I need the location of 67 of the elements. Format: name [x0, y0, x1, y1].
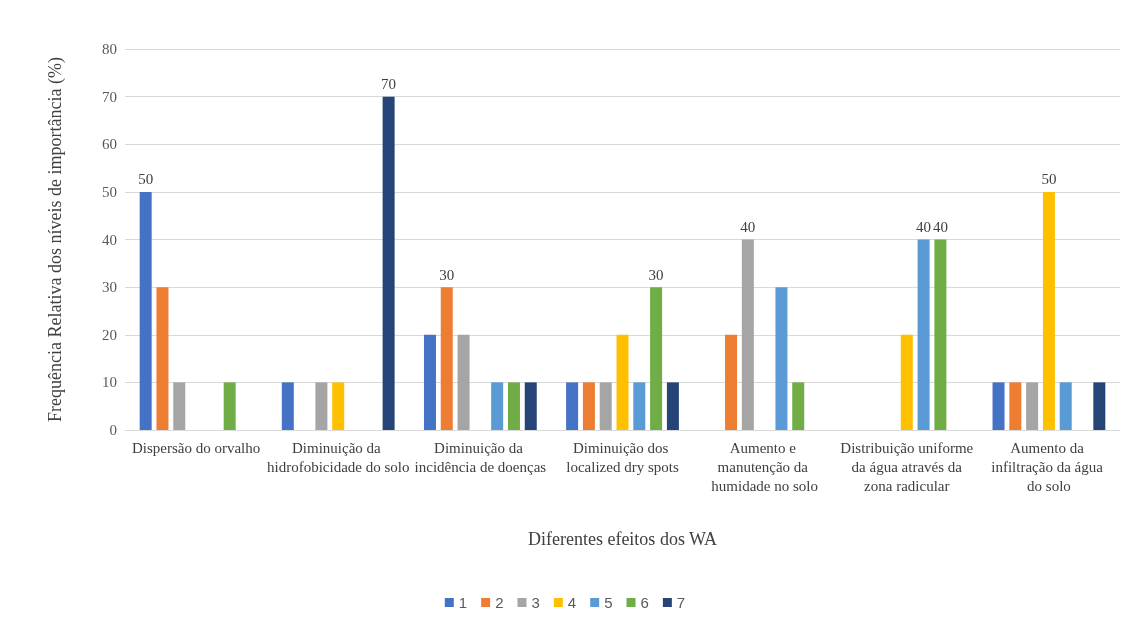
bar	[457, 334, 470, 430]
bar	[382, 96, 395, 430]
data-label: 40	[740, 219, 756, 235]
data-label: 30	[648, 266, 664, 283]
y-tick-label: 80	[102, 41, 117, 57]
y-tick-label: 10	[102, 374, 117, 391]
bar	[900, 334, 913, 430]
legend-label: 2	[495, 594, 504, 611]
x-tick-label: Aumento e manutenção da humidade no solo	[711, 439, 818, 494]
bar	[582, 382, 595, 430]
legend-label: 7	[676, 594, 686, 611]
legend-label: 5	[604, 594, 613, 611]
bar	[666, 382, 679, 430]
bar	[616, 334, 629, 430]
bar	[917, 239, 930, 430]
x-tick-label: Distribuição uniforme da água através da zona radicular	[840, 439, 974, 494]
data-label: 50	[138, 171, 154, 188]
bar	[156, 287, 169, 430]
bar	[223, 382, 236, 430]
bar	[1042, 191, 1055, 430]
bar	[633, 382, 646, 430]
bar	[599, 382, 612, 430]
bar	[566, 382, 579, 430]
bar	[741, 239, 754, 430]
y-tick-label: 20	[102, 326, 117, 343]
bar	[332, 382, 345, 430]
x-tick-label: Diminuição da incidência de doenças	[414, 439, 547, 475]
y-tick-label: 30	[102, 279, 117, 296]
legend-label: 4	[567, 594, 577, 611]
bar	[1093, 382, 1106, 430]
bar	[507, 382, 520, 430]
bar	[992, 382, 1005, 430]
bar	[1059, 382, 1072, 430]
legend-label: 3	[531, 594, 540, 611]
bar	[650, 287, 663, 430]
data-label: 40	[916, 219, 932, 235]
bar	[315, 382, 328, 430]
bar	[281, 382, 294, 430]
bar	[423, 334, 436, 430]
data-label: 50	[1041, 171, 1057, 188]
x-tick-label: Diminuição dos localized dry spots	[566, 439, 679, 475]
bar	[792, 382, 805, 430]
y-tick-label: 50	[102, 183, 117, 200]
legend-label: 1	[458, 594, 468, 611]
legend-label: 6	[640, 594, 649, 611]
bar	[934, 239, 947, 430]
x-tick-label: Aumento da infiltração da água do solo	[991, 439, 1107, 494]
data-label: 70	[381, 76, 397, 93]
y-tick-label: 0	[109, 422, 117, 438]
x-tick-label: Diminuição da hidrofobicidade do solo	[266, 439, 410, 475]
data-label: 30	[439, 266, 455, 283]
bar	[524, 382, 537, 430]
data-label: 40	[932, 219, 948, 235]
y-tick-label: 40	[102, 231, 117, 248]
x-tick-label: Dispersão do orvalho	[131, 439, 261, 456]
bar	[491, 382, 504, 430]
y-tick-label: 70	[102, 88, 117, 105]
bar	[173, 382, 186, 430]
y-axis-title: Frequência Relativa dos níveis de importância (%)	[44, 57, 66, 422]
bar	[139, 191, 152, 430]
bar	[1009, 382, 1022, 430]
bar	[440, 287, 453, 430]
x-axis-title: Diferentes efeitos dos WA	[527, 529, 718, 549]
bar	[725, 334, 738, 430]
y-tick-label: 60	[102, 136, 117, 153]
bar	[1026, 382, 1039, 430]
bar	[775, 287, 788, 430]
